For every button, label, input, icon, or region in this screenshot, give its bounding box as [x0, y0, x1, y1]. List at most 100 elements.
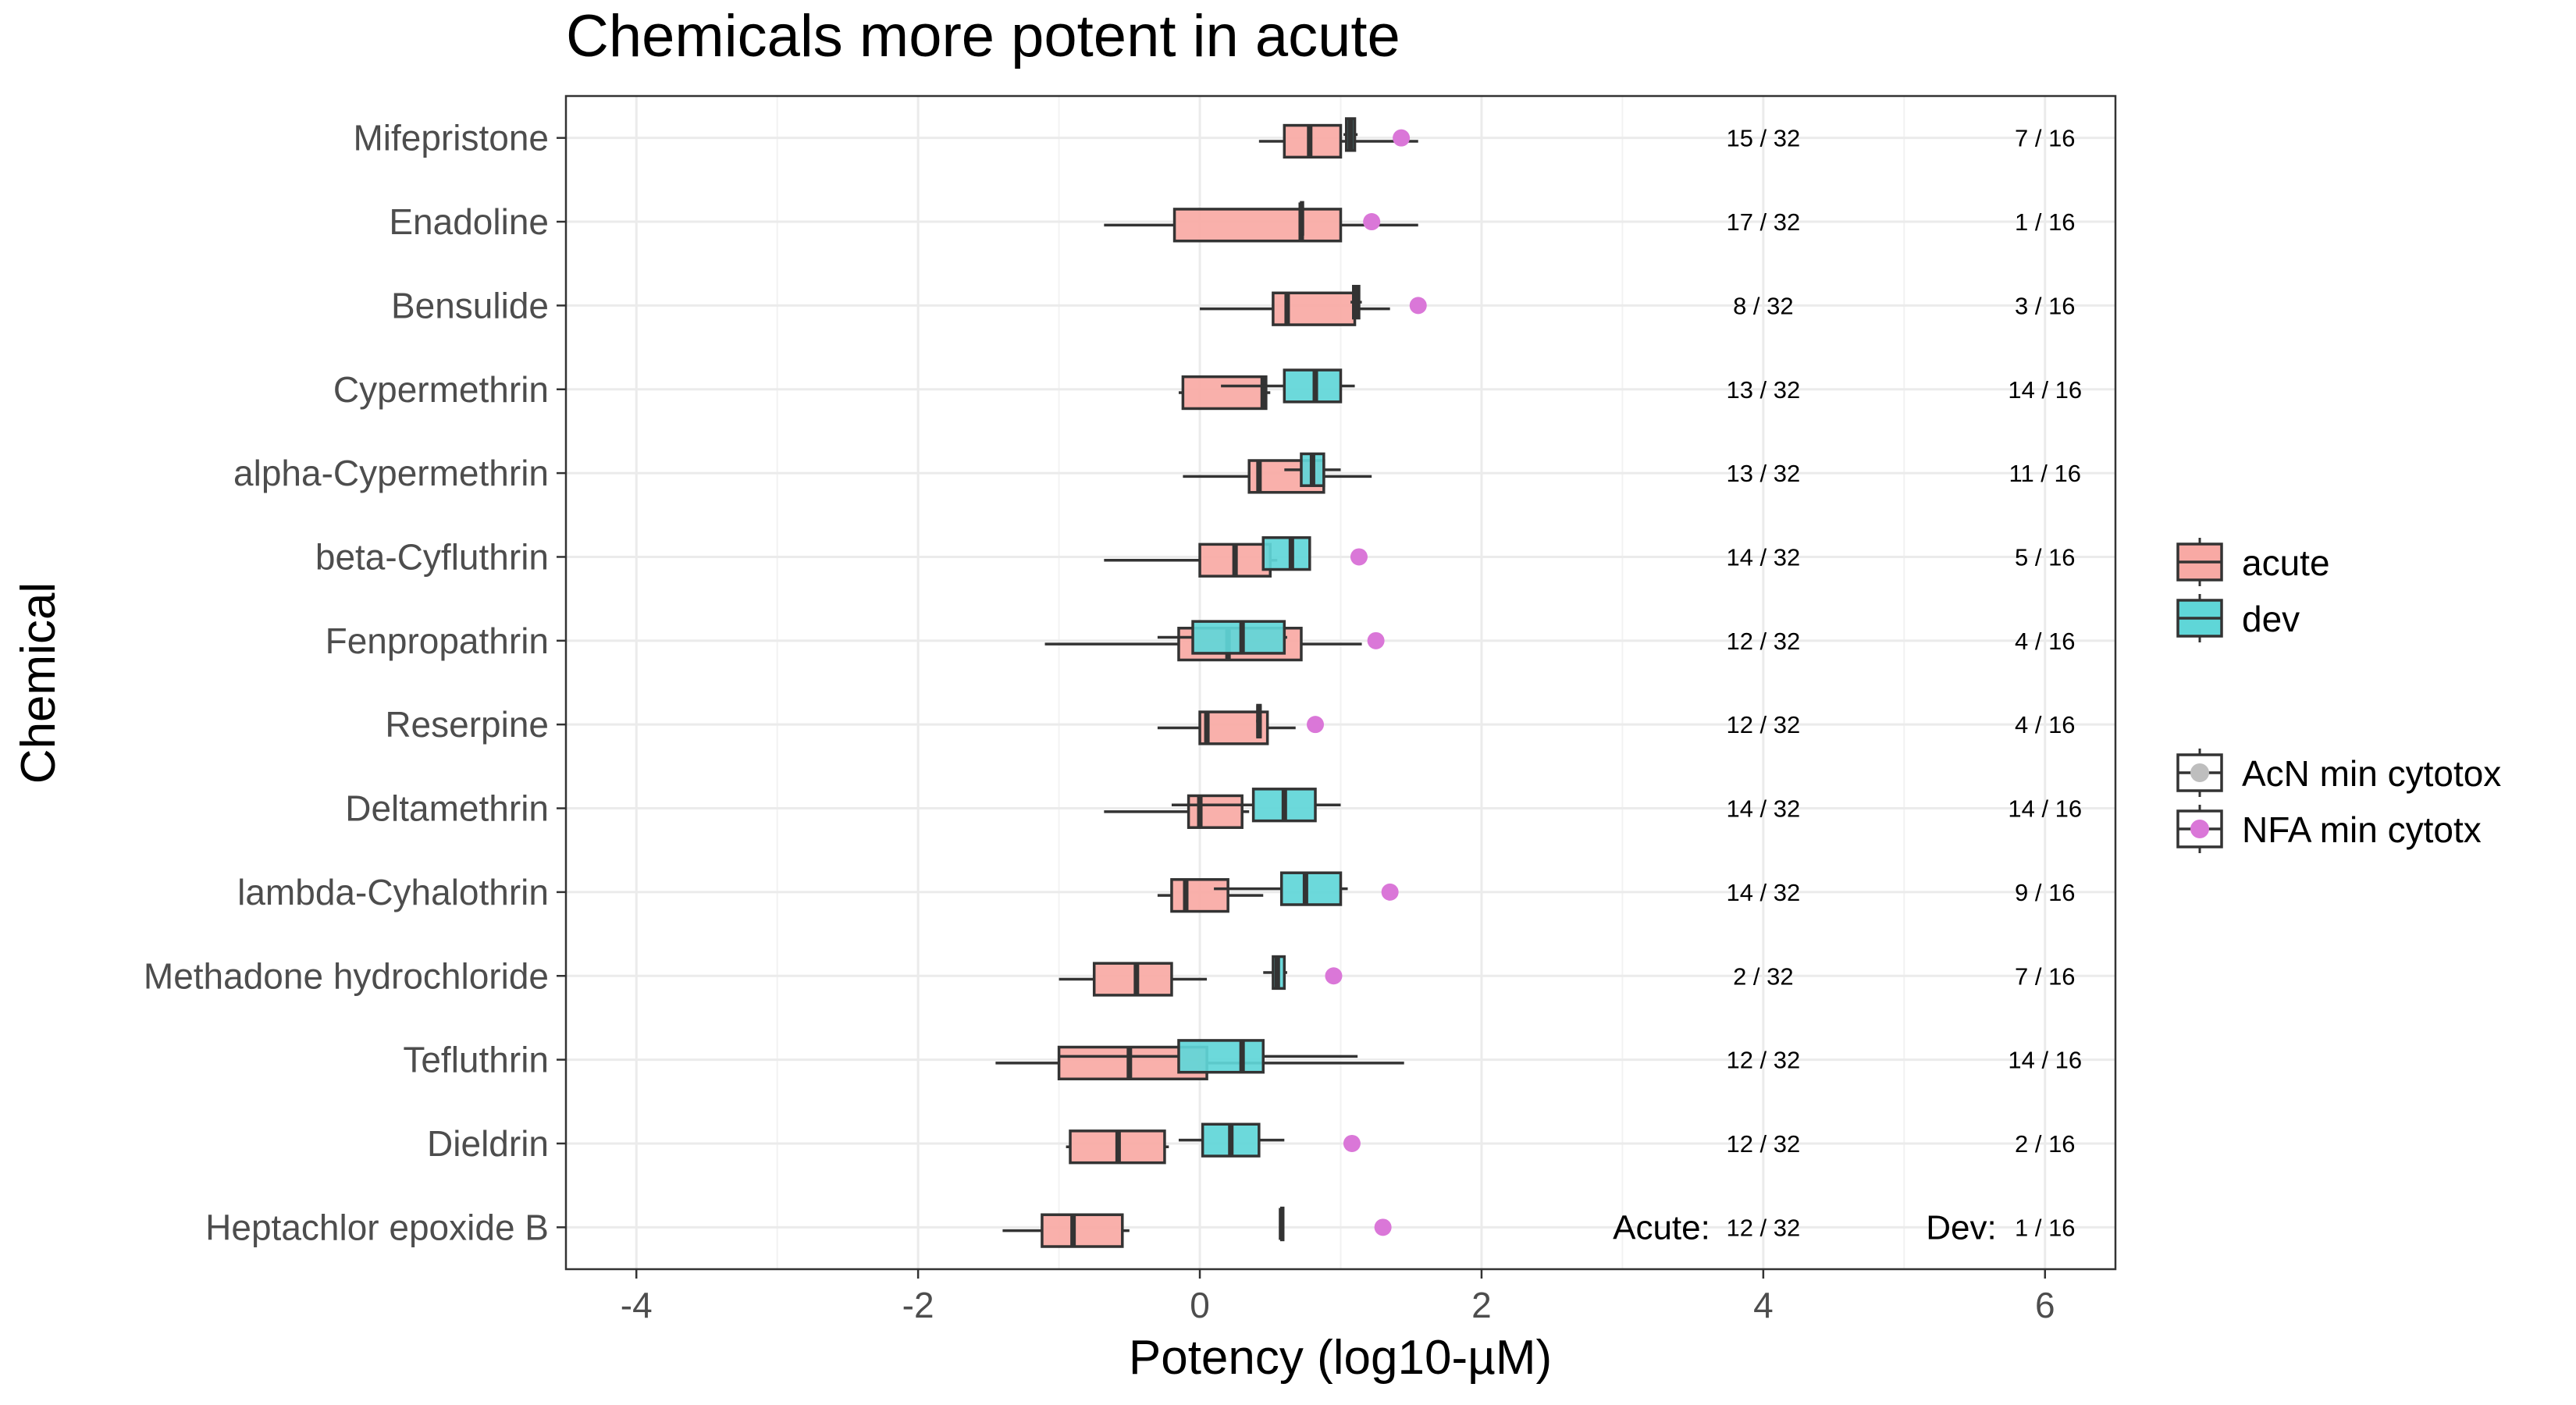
dev-count-label: 1 / 16	[2015, 1214, 2076, 1241]
acute-box	[1059, 962, 1208, 997]
dev-count-label: 1 / 16	[2015, 208, 2076, 236]
y-tick-label: Fenpropathrin	[326, 621, 549, 661]
acute-count-label: 13 / 32	[1726, 376, 1800, 404]
dev-box	[1263, 955, 1287, 991]
acute-count-label: 14 / 32	[1726, 879, 1800, 906]
legend: acute dev AcN min cytotox NFA min cytotx	[2176, 538, 2501, 853]
legend-item-nfa: NFA min cytotx	[2176, 805, 2482, 853]
acute-count-label: 2 / 32	[1733, 962, 1794, 990]
box-iqr	[1187, 794, 1244, 829]
acute-box	[1104, 208, 1418, 243]
nfa-point	[1343, 1134, 1361, 1152]
box-iqr	[1261, 536, 1311, 571]
dev-box	[1157, 620, 1287, 655]
dev-count-label: 11 / 16	[2009, 460, 2082, 487]
dev-box	[1261, 536, 1311, 571]
nfa-point	[1393, 129, 1411, 147]
box-iqr	[1092, 962, 1173, 997]
acute-count-label: 12 / 32	[1726, 628, 1800, 655]
y-tick-label: Methadone hydrochloride	[144, 955, 549, 996]
y-tick-label: alpha-Cypermethrin	[233, 453, 549, 493]
nfa-point	[1307, 716, 1325, 734]
acute-box	[1066, 1129, 1169, 1165]
dev-box	[1171, 788, 1341, 823]
legend-item-acute: acute	[2176, 538, 2330, 586]
y-tick-label: Tefluthrin	[403, 1040, 549, 1080]
dev-count-label: 9 / 16	[2015, 879, 2076, 906]
nfa-point	[1374, 1218, 1392, 1236]
count-layer: 15 / 32 7 / 16 17 / 32 1 / 16 8 / 32 3 / 16 13…	[1613, 125, 2082, 1247]
x-tick-label: 6	[2035, 1285, 2055, 1325]
acute-count-label: 14 / 32	[1726, 795, 1800, 823]
acute-count-label: 8 / 32	[1733, 292, 1794, 319]
x-tick-label: 0	[1190, 1285, 1210, 1325]
legend-item-dev: dev	[2176, 594, 2300, 642]
plot-border	[564, 94, 2117, 1271]
x-axis: -4 -2 0 2 4 6	[621, 1269, 2055, 1325]
dev-count-label: 7 / 16	[2015, 962, 2076, 990]
dev-count-label: 14 / 16	[2008, 1047, 2082, 1074]
dev-count-label: 7 / 16	[2015, 125, 2076, 152]
legend-label: NFA min cytotx	[2242, 809, 2482, 850]
x-tick-label: 4	[1753, 1285, 1774, 1325]
legend-key-point	[2190, 820, 2209, 838]
acute-box	[1200, 291, 1390, 326]
acute-count-label: 12 / 32	[1726, 1214, 1800, 1241]
nfa-point	[1367, 631, 1385, 649]
dev-count-label: 2 / 16	[2015, 1130, 2076, 1158]
nfa-point	[1409, 297, 1427, 315]
dev-box	[1298, 201, 1304, 236]
dev-box	[1343, 117, 1358, 152]
acute-count-label: 17 / 32	[1726, 208, 1800, 236]
nfa-point	[1381, 883, 1399, 901]
y-tick-label: Mifepristone	[353, 118, 549, 158]
y-tick-label: Heptachlor epoxide B	[205, 1207, 549, 1247]
box-iqr	[1283, 368, 1343, 404]
acute-count-label: 13 / 32	[1726, 460, 1800, 487]
dev-count-label: 14 / 16	[2008, 795, 2082, 823]
box-iqr	[1041, 1213, 1124, 1248]
x-tick-label: -2	[902, 1285, 934, 1325]
box-iqr	[1170, 878, 1229, 913]
acute-count-label: 15 / 32	[1726, 125, 1800, 152]
legend-label: acute	[2242, 542, 2330, 583]
acute-box	[1178, 375, 1271, 411]
dev-box	[1178, 1122, 1285, 1158]
dev-box	[1279, 1206, 1285, 1242]
box-layer	[995, 117, 1427, 1248]
dev-count-label: 3 / 16	[2015, 292, 2076, 319]
dev-count-label: 14 / 16	[2008, 376, 2082, 404]
y-tick-label: beta-Cyfluthrin	[315, 536, 549, 577]
x-tick-label: -4	[621, 1285, 653, 1325]
chart-title: Chemicals more potent in acute	[566, 3, 1400, 69]
acute-count-label: 12 / 32	[1726, 711, 1800, 738]
x-axis-label: Potency (log10-µM)	[1129, 1331, 1552, 1385]
box-iqr	[1181, 375, 1268, 411]
dev-count-title: Dev:	[1926, 1208, 1996, 1247]
nfa-point	[1350, 548, 1368, 566]
box-iqr	[1279, 871, 1343, 906]
dev-box	[1214, 871, 1348, 906]
acute-count-title: Acute:	[1613, 1208, 1710, 1247]
legend-key-point	[2190, 763, 2209, 782]
y-tick-label: Enadoline	[389, 201, 549, 242]
y-tick-label: lambda-Cyhalothrin	[237, 872, 549, 912]
acute-box	[1157, 710, 1296, 745]
dev-box	[1350, 284, 1362, 320]
dev-count-label: 5 / 16	[2015, 543, 2076, 571]
box-iqr	[1191, 620, 1286, 655]
legend-label: AcN min cytotox	[2242, 753, 2501, 794]
acute-box	[1258, 123, 1418, 159]
dev-box	[1256, 703, 1262, 739]
box-iqr	[1177, 1039, 1265, 1074]
acute-count-label: 12 / 32	[1726, 1130, 1800, 1158]
acute-count-label: 12 / 32	[1726, 1047, 1800, 1074]
y-tick-label: Deltamethrin	[345, 788, 549, 829]
y-axis-label: Chemical	[12, 582, 66, 784]
nfa-point	[1325, 967, 1343, 985]
legend-label: dev	[2242, 599, 2300, 639]
acute-box	[1104, 542, 1278, 578]
acute-box	[1157, 878, 1264, 913]
acute-box	[1104, 794, 1250, 829]
